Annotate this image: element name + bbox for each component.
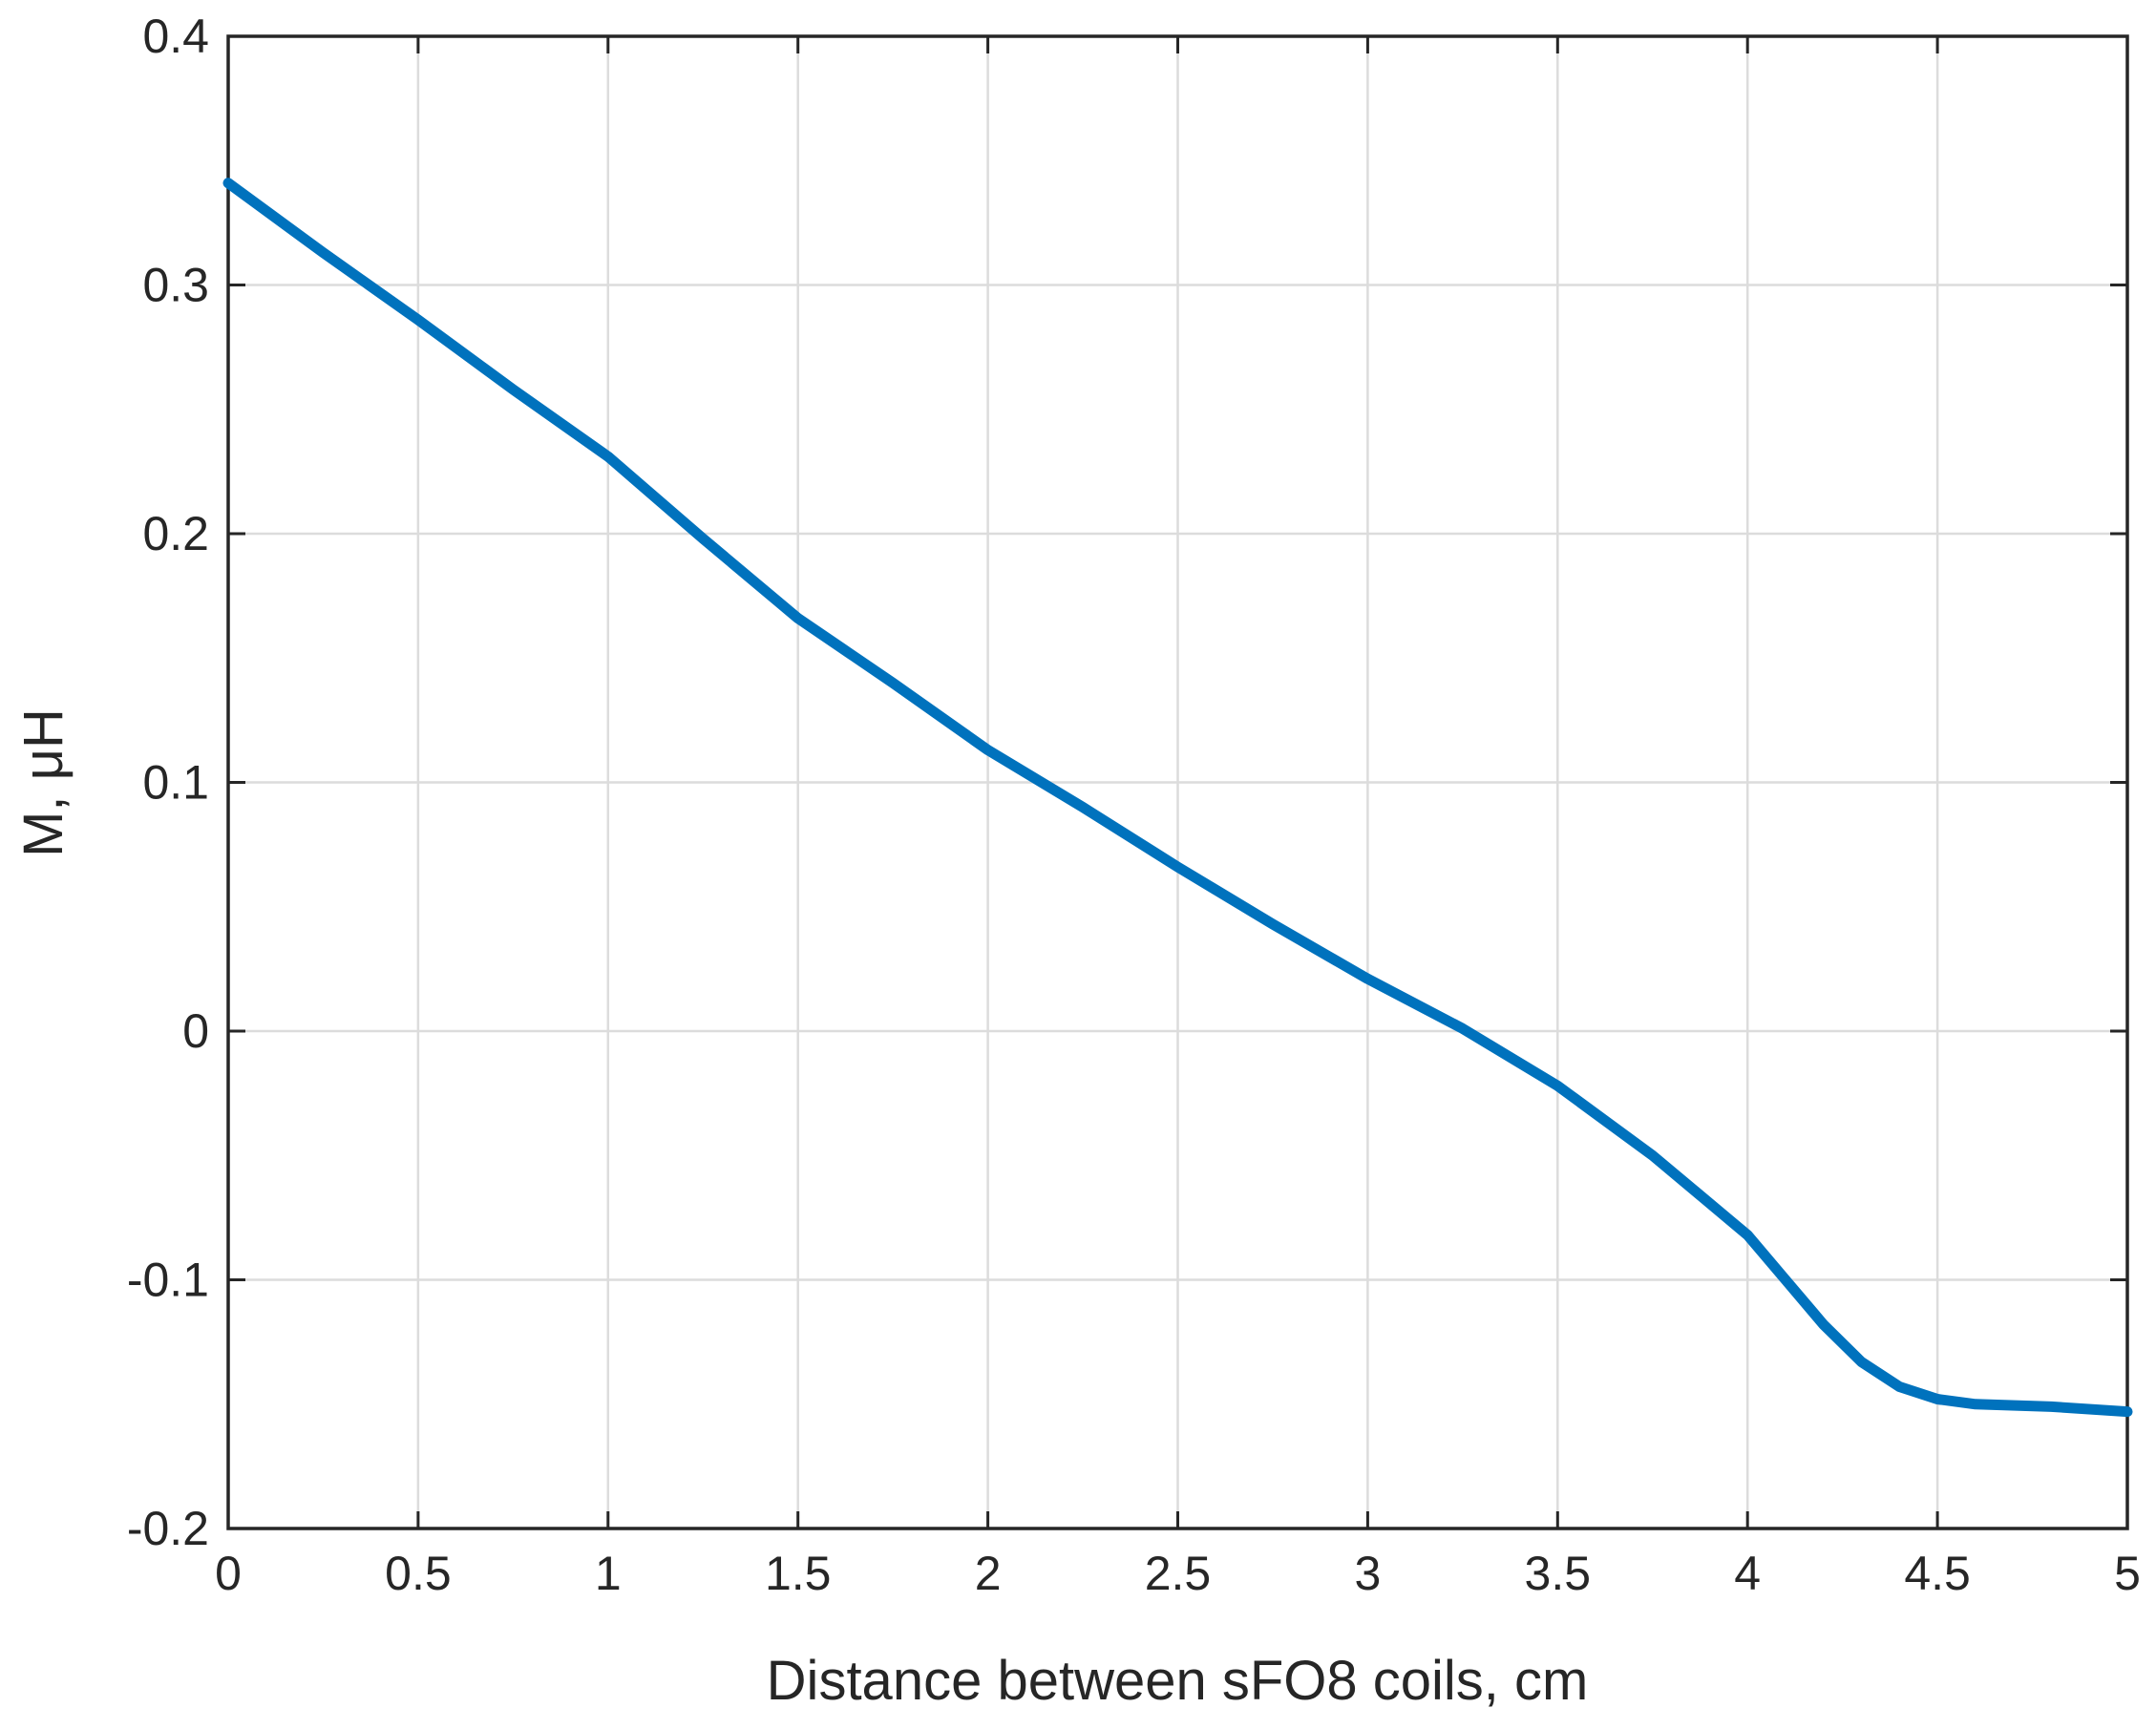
- x-tick-label: 1: [595, 1547, 622, 1600]
- x-axis-label: Distance between sFO8 coils, cm: [767, 1650, 1589, 1712]
- series: [222, 178, 2133, 1418]
- x-tick-label: 4: [1734, 1547, 1761, 1600]
- x-tick-label: 0: [215, 1547, 242, 1600]
- x-tick-label: 5: [2114, 1547, 2141, 1600]
- x-tick-label: 2: [975, 1547, 1002, 1600]
- y-tick-label: 0: [182, 1004, 209, 1058]
- grid: [228, 36, 2127, 1529]
- x-tick-label: 2.5: [1145, 1547, 1212, 1600]
- y-tick-label: 0.2: [142, 507, 209, 560]
- x-tick-label: 3.5: [1525, 1547, 1592, 1600]
- series-line: [222, 178, 2133, 1418]
- y-tick-label: 0.3: [142, 259, 209, 312]
- x-tick-labels: 0 0.5 1 1.5 2 2.5 3 3.5 4 4.5 5: [215, 1547, 2141, 1600]
- y-tick-labels: 0.4 0.3 0.2 0.1 0 -0.1 -0.2: [127, 10, 209, 1555]
- x-tick-label: 4.5: [1904, 1547, 1971, 1600]
- x-tick-label: 1.5: [765, 1547, 832, 1600]
- x-tick-label: 3: [1354, 1547, 1381, 1600]
- x-tick-label: 0.5: [385, 1547, 452, 1600]
- y-tick-label: -0.2: [127, 1502, 209, 1555]
- y-axis-label: M, μH: [12, 708, 74, 857]
- y-tick-label: 0.4: [142, 10, 209, 63]
- y-tick-label: -0.1: [127, 1254, 209, 1307]
- y-tick-label: 0.1: [142, 756, 209, 810]
- tick-marks: [226, 34, 2129, 1530]
